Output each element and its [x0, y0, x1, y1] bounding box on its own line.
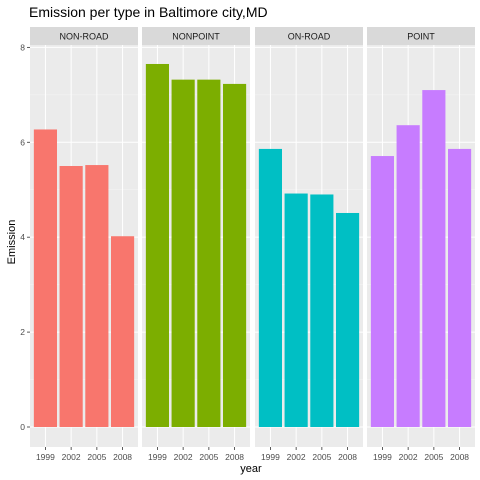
x-tick-label: 2005 [312, 452, 331, 462]
facet-panels: NON-ROAD 1999 2002 2005 2008 NONPOINT 1999 2002… [30, 27, 475, 462]
bar-non-road-2002 [59, 166, 83, 427]
x-tick-label: 2008 [225, 452, 244, 462]
x-tick-label: 2002 [287, 452, 306, 462]
bar-point-2008 [448, 148, 472, 428]
x-tick-label: 2002 [399, 452, 418, 462]
chart-title: Emission per type in Baltimore city,MD [29, 4, 268, 20]
x-tick-label: 1999 [148, 452, 167, 462]
x-tick-label: 2005 [199, 452, 218, 462]
bar-nonpoint-2005 [197, 79, 221, 427]
x-tick-label: 2002 [174, 452, 193, 462]
x-tick-label: 2005 [424, 452, 443, 462]
facet-strip-label: NON-ROAD [60, 32, 109, 42]
facet-strip [367, 27, 475, 45]
y-axis: 0 2 4 6 8 [20, 42, 30, 432]
y-tick-label: 6 [20, 137, 25, 147]
facet-panel: POINT 1999 2002 2005 2008 [367, 27, 475, 462]
y-tick-label: 8 [20, 42, 25, 52]
bar-on-road-1999 [258, 148, 282, 428]
y-tick-label: 0 [20, 422, 25, 432]
bar-non-road-1999 [33, 129, 57, 427]
facet-strip [142, 27, 250, 45]
x-tick-label: 1999 [36, 452, 55, 462]
bar-non-road-2005 [85, 165, 109, 428]
x-tick-label: 2008 [338, 452, 357, 462]
facet-panel: NON-ROAD 1999 2002 2005 2008 [30, 27, 138, 462]
x-tick-label: 2002 [62, 452, 81, 462]
x-tick-label: 2008 [450, 452, 469, 462]
facet-strip-label: NONPOINT [172, 32, 220, 42]
bar-non-road-2008 [111, 236, 135, 427]
bar-nonpoint-2008 [223, 83, 247, 427]
x-tick-label: 1999 [373, 452, 392, 462]
facet-strip [255, 27, 363, 45]
bar-nonpoint-2002 [171, 79, 195, 427]
bar-point-1999 [370, 156, 394, 427]
x-tick-label: 2005 [87, 452, 106, 462]
x-tick-label: 1999 [261, 452, 280, 462]
facet-strip-label: ON-ROAD [288, 32, 331, 42]
bar-nonpoint-1999 [145, 63, 169, 428]
facet-panel: NONPOINT 1999 2002 2005 2008 [142, 27, 250, 462]
x-tick-label: 2008 [113, 452, 132, 462]
bar-on-road-2002 [284, 193, 308, 427]
y-tick-label: 2 [20, 327, 25, 337]
bar-point-2005 [422, 90, 446, 427]
facet-panel: ON-ROAD 1999 2002 2005 2008 [255, 27, 363, 462]
y-axis-title: Emission [6, 220, 18, 265]
y-tick-label: 4 [20, 232, 25, 242]
bar-on-road-2008 [336, 212, 360, 427]
facet-strip [30, 27, 138, 45]
bar-point-2002 [396, 125, 420, 427]
bar-on-road-2005 [310, 194, 334, 427]
facet-strip-label: POINT [407, 32, 435, 42]
x-axis-title: year [240, 463, 262, 475]
